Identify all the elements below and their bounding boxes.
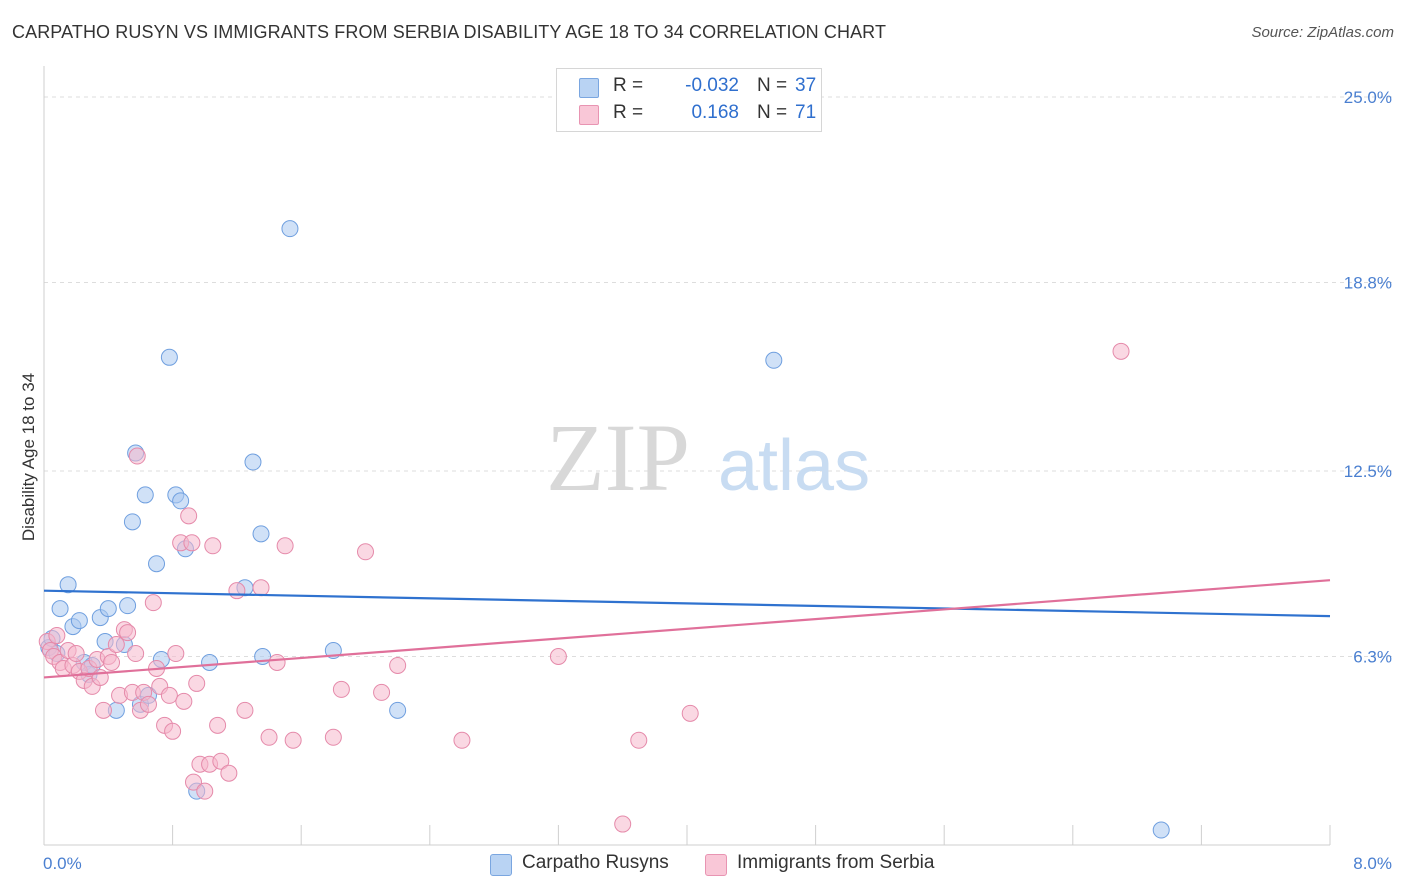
pink-swatch xyxy=(579,105,599,125)
carpatho-rusyn-point xyxy=(765,351,783,369)
pink-swatch xyxy=(705,854,727,876)
legend-label: Immigrants from Serbia xyxy=(737,852,935,873)
serbia-immigrant-point xyxy=(67,645,85,663)
serbia-immigrant-point xyxy=(196,782,214,800)
carpatho-rusyn-point xyxy=(201,653,219,671)
series-legend: Carpatho Rusyns Immigrants from Serbia xyxy=(0,852,1406,878)
carpatho-rusyn-point xyxy=(281,220,299,238)
serbia-immigrant-point xyxy=(252,579,270,597)
serbia-immigrant-point xyxy=(357,543,374,561)
carpatho-rusyn-point xyxy=(160,348,178,366)
serbia-immigrant-point xyxy=(128,447,146,465)
serbia-immigrant-trendline xyxy=(43,579,1331,679)
watermark-atlas: atlas xyxy=(718,426,870,506)
serbia-immigrant-point xyxy=(188,674,206,692)
serbia-immigrant-point xyxy=(614,815,632,833)
gridlines xyxy=(44,96,1392,658)
y-axis-label: Disability Age 18 to 34 xyxy=(19,373,38,541)
serbia-immigrant-point xyxy=(184,773,202,791)
serbia-immigrant-point xyxy=(119,624,137,642)
serbia-immigrant-point xyxy=(48,627,66,645)
carpatho-rusyn-point xyxy=(244,453,262,471)
x-tick-label: 8.0% xyxy=(1353,854,1392,873)
carpatho-rusyn-point xyxy=(148,555,166,573)
y-tick-label: 25.0% xyxy=(1344,88,1392,107)
serbia-immigrant-point xyxy=(630,731,648,749)
serbia-immigrant-point xyxy=(1112,342,1130,360)
serbia-immigrant-point xyxy=(453,731,471,749)
carpatho-rusyn-point xyxy=(252,525,270,543)
n-label: N = xyxy=(757,75,788,96)
n-value: 71 xyxy=(795,102,817,123)
stats-legend: R = -0.032 N = 37 R = 0.168 N = 71 xyxy=(556,68,822,132)
n-value: 37 xyxy=(795,75,817,96)
carpatho-rusyn-point xyxy=(119,597,137,615)
serbia-immigrant-point xyxy=(681,704,699,722)
serbia-immigrant-point xyxy=(228,582,246,600)
carpatho-rusyn-point xyxy=(99,600,117,618)
serbia-immigrant-point xyxy=(236,701,254,719)
carpatho-rusyn-point xyxy=(70,612,88,630)
r-value: -0.032 xyxy=(685,75,739,96)
carpatho-rusyn-point xyxy=(51,600,69,618)
legend-label: Carpatho Rusyns xyxy=(522,852,669,873)
serbia-immigrant-point xyxy=(139,695,157,713)
chart-title: CARPATHO RUSYN VS IMMIGRANTS FROM SERBIA… xyxy=(12,22,887,42)
axes: 6.3% 12.5% 18.8% 25.0% 0.0% 8.0% xyxy=(43,66,1392,873)
carpatho-rusyn-point xyxy=(59,576,77,594)
serbia-immigrant-point xyxy=(212,752,230,770)
r-label: R = xyxy=(613,102,644,123)
serbia-immigrant-point xyxy=(276,537,294,555)
serbia-immigrant-point xyxy=(549,648,567,666)
serbia-immigrant-point xyxy=(175,692,193,710)
x-tick-label: 0.0% xyxy=(43,854,82,873)
carpatho-rusyn-point xyxy=(123,513,141,531)
carpatho-rusyn-point xyxy=(1152,821,1170,839)
watermark-zip: ZIP xyxy=(546,404,690,511)
data-points xyxy=(38,220,1170,839)
serbia-immigrant-point xyxy=(107,636,125,654)
y-tick-label: 12.5% xyxy=(1344,462,1392,481)
serbia-immigrant-point xyxy=(389,656,407,674)
serbia-immigrant-point xyxy=(209,716,227,734)
serbia-immigrant-point xyxy=(183,534,201,552)
serbia-immigrant-point xyxy=(180,507,198,525)
carpatho-rusyn-point xyxy=(136,486,154,504)
serbia-immigrant-point xyxy=(160,686,178,704)
r-value: 0.168 xyxy=(691,102,739,123)
source-credit: Source: ZipAtlas.com xyxy=(1251,24,1394,41)
serbia-immigrant-point xyxy=(204,537,222,555)
serbia-immigrant-point xyxy=(167,645,185,663)
serbia-immigrant-point xyxy=(268,653,286,671)
serbia-immigrant-point xyxy=(332,680,350,698)
y-tick-label: 6.3% xyxy=(1353,648,1392,667)
blue-swatch xyxy=(490,854,512,876)
serbia-immigrant-point xyxy=(260,728,278,746)
serbia-immigrant-point xyxy=(103,653,121,671)
blue-swatch xyxy=(579,78,599,98)
serbia-immigrant-point xyxy=(373,683,391,701)
r-label: R = xyxy=(613,75,644,96)
carpatho-rusyn-point xyxy=(172,492,190,510)
serbia-immigrant-point xyxy=(164,722,182,740)
carpatho-rusyn-point xyxy=(389,701,407,719)
n-label: N = xyxy=(757,102,788,123)
serbia-immigrant-point xyxy=(127,645,145,663)
serbia-immigrant-point xyxy=(144,594,162,612)
serbia-immigrant-point xyxy=(94,701,112,719)
serbia-immigrant-point xyxy=(220,764,238,782)
carpatho-rusyn-trendline xyxy=(43,589,1331,618)
trend-lines xyxy=(43,579,1331,679)
serbia-immigrant-point xyxy=(284,731,302,749)
y-tick-label: 18.8% xyxy=(1344,274,1392,293)
serbia-immigrant-point xyxy=(324,728,342,746)
